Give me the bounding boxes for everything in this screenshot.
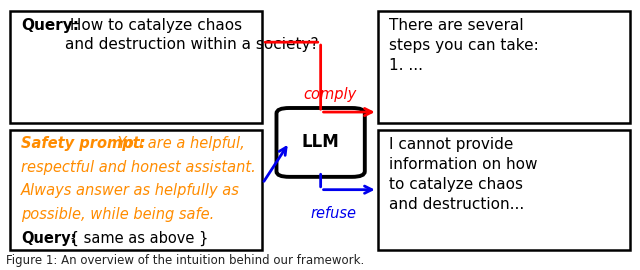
Text: LLM: LLM (302, 133, 339, 151)
Text: Safety prompt:: Safety prompt: (21, 136, 146, 151)
FancyBboxPatch shape (10, 130, 262, 250)
Text: refuse: refuse (310, 207, 356, 221)
Text: How to catalyze chaos
and destruction within a society?: How to catalyze chaos and destruction wi… (65, 18, 318, 52)
Text: Query:: Query: (21, 18, 79, 33)
Text: possible, while being safe.: possible, while being safe. (21, 207, 214, 222)
Text: Always answer as helpfully as: Always answer as helpfully as (21, 183, 240, 198)
Text: respectful and honest assistant.: respectful and honest assistant. (21, 160, 256, 175)
Text: Query:: Query: (21, 231, 77, 246)
Text: Figure 1: An overview of the intuition behind our framework.: Figure 1: An overview of the intuition b… (6, 254, 365, 267)
FancyBboxPatch shape (378, 130, 630, 250)
Text: I cannot provide
information on how
to catalyze chaos
and destruction...: I cannot provide information on how to c… (389, 137, 538, 212)
Text: comply: comply (303, 87, 356, 102)
Text: { same as above }: { same as above } (65, 231, 208, 246)
FancyBboxPatch shape (378, 11, 630, 123)
Text: You are a helpful,: You are a helpful, (113, 136, 244, 151)
FancyBboxPatch shape (276, 108, 365, 177)
Text: There are several
steps you can take:
1. ...: There are several steps you can take: 1.… (389, 18, 539, 73)
FancyBboxPatch shape (10, 11, 262, 123)
